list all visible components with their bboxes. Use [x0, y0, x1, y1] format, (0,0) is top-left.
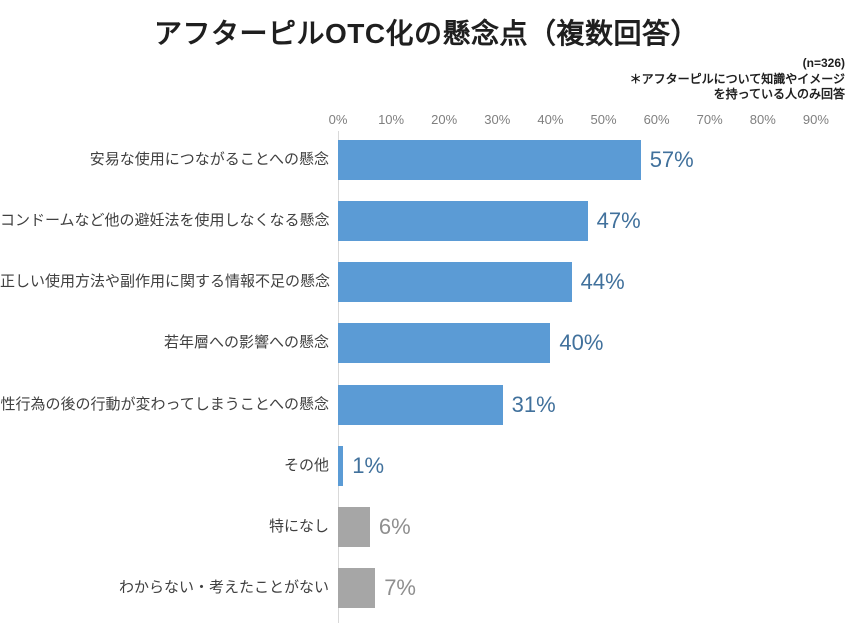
- value-label: 7%: [384, 575, 416, 600]
- bar-row: 安易な使用につながることへの懸念 57%: [0, 140, 853, 180]
- bar-row: コンドームなど他の避妊法を使用しなくなる懸念 47%: [0, 201, 853, 241]
- bar: [338, 140, 641, 180]
- bar-row: 若年層への影響への懸念 40%: [0, 323, 853, 363]
- bar: [338, 568, 376, 608]
- category-label: 特になし: [268, 518, 329, 535]
- note-caveat-line2: を持っている人のみ回答: [713, 87, 845, 102]
- value-label: 6%: [378, 514, 411, 539]
- x-axis-tick: 80%: [749, 112, 776, 127]
- bar: [338, 385, 503, 425]
- survey-note: (n=326) ＊アフターピルについて知識やイメージ を持っている人のみ回答: [630, 56, 845, 103]
- bar: [338, 201, 588, 241]
- bar: [338, 446, 344, 486]
- category-label: わからない・考えたことがない: [118, 579, 329, 596]
- category-label: 若年層への影響への懸念: [163, 334, 329, 351]
- bar: [338, 323, 551, 363]
- value-label: 44%: [580, 269, 625, 294]
- bar: [338, 262, 572, 302]
- category-label: 性行為の後の行動が変わってしまうことへの懸念: [0, 396, 329, 413]
- value-label: 57%: [649, 147, 694, 172]
- category-label: 安易な使用につながることへの懸念: [89, 151, 329, 168]
- x-axis-tick: 70%: [696, 112, 723, 127]
- note-sample-size: (n=326): [802, 56, 845, 70]
- chart-title: アフターピルOTC化の懸念点（複数回答）: [153, 18, 700, 49]
- x-axis-tick: 10%: [378, 112, 405, 127]
- category-label: コンドームなど他の避妊法を使用しなくなる懸念: [0, 212, 330, 229]
- x-axis-tick: 50%: [590, 112, 617, 127]
- value-label: 1%: [352, 453, 385, 478]
- value-label: 40%: [559, 330, 604, 355]
- bar-row: わからない・考えたことがない 7%: [0, 568, 853, 608]
- bar-row: 性行為の後の行動が変わってしまうことへの懸念 31%: [0, 385, 853, 425]
- x-axis-tick: 60%: [643, 112, 670, 127]
- category-label: その他: [283, 457, 329, 474]
- x-axis-tick: 0%: [328, 112, 348, 127]
- note-caveat-line1: ＊アフターピルについて知識やイメージ: [629, 71, 845, 86]
- x-axis: 0% 10% 20% 30% 40% 50% 60% 70% 80% 90%: [329, 112, 838, 128]
- x-axis-tick: 90%: [802, 112, 829, 127]
- x-axis-tick: 40%: [537, 112, 564, 127]
- y-axis-line: [338, 131, 339, 623]
- x-axis-tick: 20%: [431, 112, 458, 127]
- value-label: 31%: [511, 392, 556, 417]
- value-label: 47%: [596, 208, 641, 233]
- bar-row: 特になし 6%: [0, 507, 853, 547]
- category-label: 正しい使用方法や副作用に関する情報不足の懸念: [0, 273, 331, 290]
- bar: [338, 507, 370, 547]
- x-axis-tick: 30%: [484, 112, 511, 127]
- bar-row: その他 1%: [0, 446, 853, 486]
- bar-row: 正しい使用方法や副作用に関する情報不足の懸念 44%: [0, 262, 853, 302]
